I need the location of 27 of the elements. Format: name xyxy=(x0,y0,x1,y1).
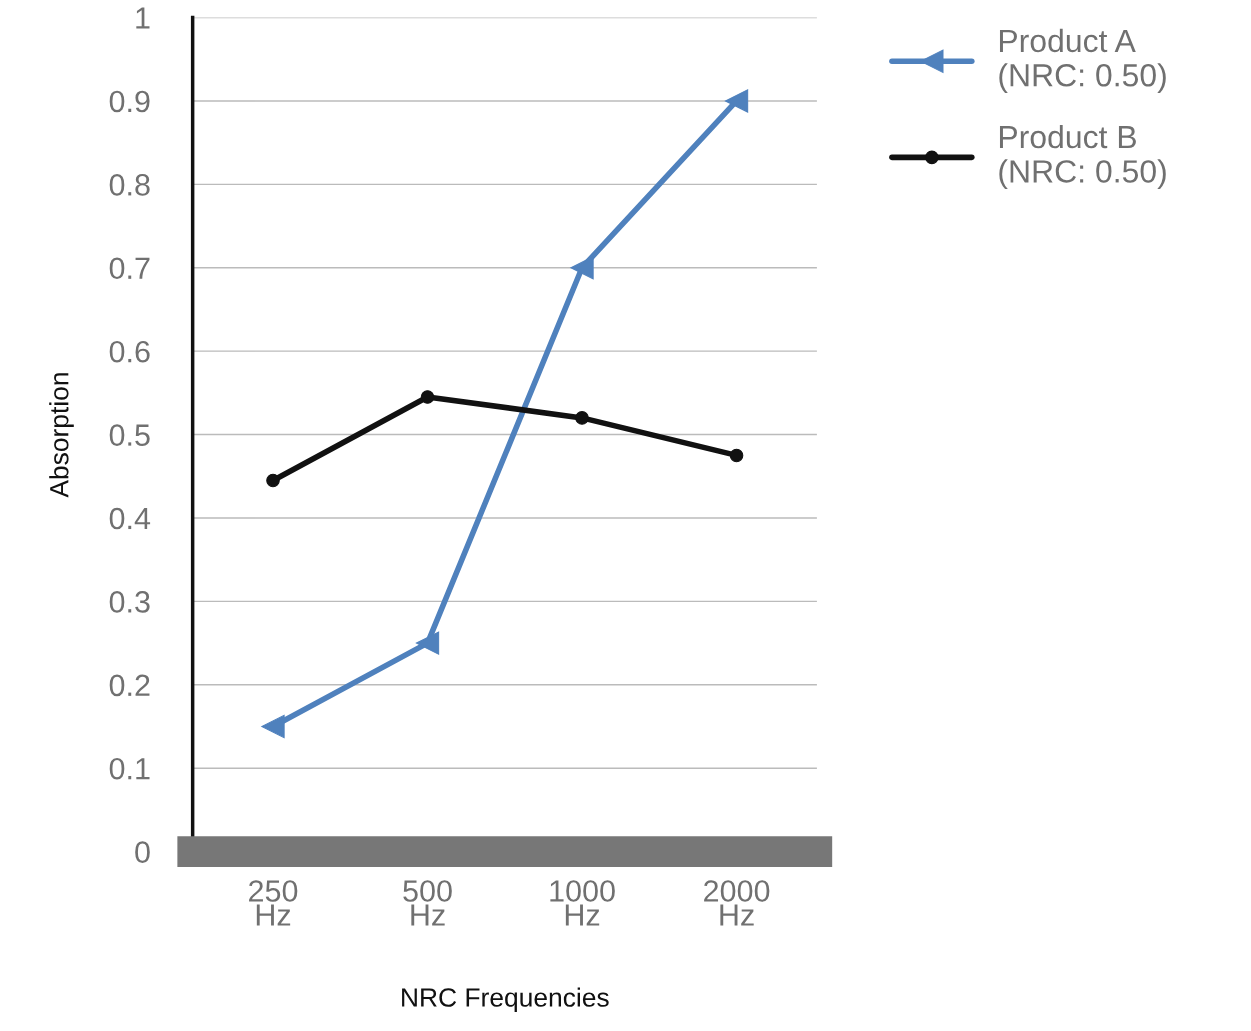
y-tick-label: 1 xyxy=(136,7,150,29)
legend-label: Product A (NRC: 0.50) xyxy=(999,28,1166,93)
y-tick-label: 0.8 xyxy=(109,174,150,196)
y-tick-label: 0.1 xyxy=(109,757,150,780)
x-tick-label: 1000 Hz xyxy=(550,880,615,926)
y-tick-label: 0 xyxy=(135,841,150,863)
point xyxy=(261,714,285,739)
point xyxy=(266,473,280,488)
point xyxy=(420,390,435,404)
y-tick-label: 0.9 xyxy=(109,90,150,113)
y-tick-label: 0.6 xyxy=(109,340,150,363)
x-tick-label: 2000 Hz xyxy=(704,880,770,926)
legend-label: Product B (NRC: 0.50) xyxy=(999,124,1166,190)
y-tick-label: 0.2 xyxy=(109,674,150,697)
point xyxy=(415,631,440,655)
point xyxy=(729,448,744,463)
y-tick-label: 0.4 xyxy=(109,507,151,530)
y-axis-title: Absorption xyxy=(49,373,74,498)
point xyxy=(724,89,749,113)
x-tick-label: 250 Hz xyxy=(249,880,298,926)
y-tick-label: 0.5 xyxy=(109,424,150,446)
x-axis-title: NRC Frequencies xyxy=(402,987,609,1013)
y-tick-label: 0.3 xyxy=(109,591,150,613)
y-tick-label: 0.7 xyxy=(109,257,150,280)
x-tick-label: 500 Hz xyxy=(403,880,452,926)
point xyxy=(570,256,594,280)
point xyxy=(575,411,589,425)
